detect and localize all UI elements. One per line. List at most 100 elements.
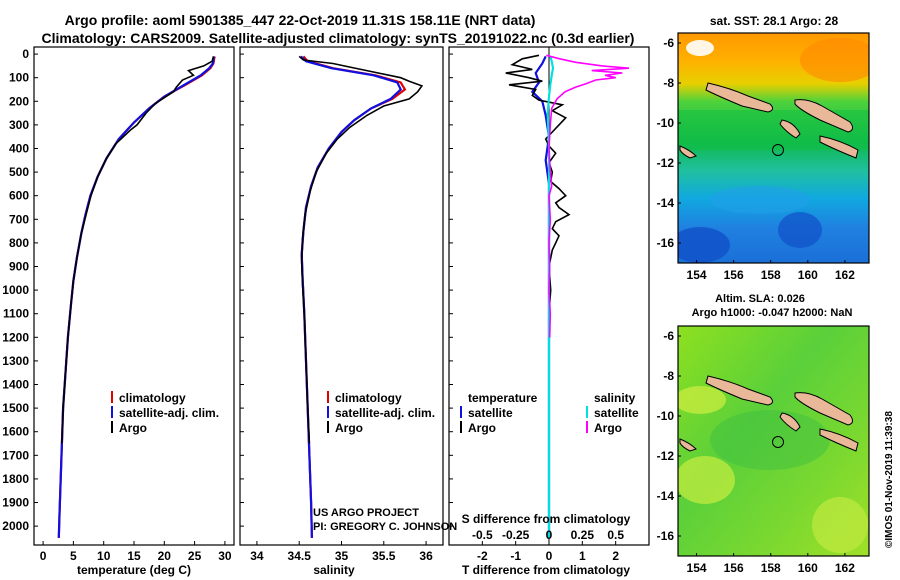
x-tick-label: 2 bbox=[612, 549, 619, 563]
legend-satellite-label: satellite-adj. clim. bbox=[119, 406, 219, 420]
depth-tick-label: 1200 bbox=[2, 330, 29, 344]
depth-axis: 0 100 200 300 400 500 600 700 800 900 1000 1100 1200… bbox=[2, 47, 29, 533]
depth-tick-label: 700 bbox=[9, 212, 29, 226]
panel-depth-ticks bbox=[34, 53, 453, 527]
sla-map-frame bbox=[677, 325, 870, 557]
sst-lon-ticks: 154 156 158 160 162 bbox=[687, 260, 855, 282]
island-shape bbox=[779, 412, 801, 432]
x2-tick-label: -0.25 bbox=[502, 528, 530, 542]
salinity-legend: climatology satellite-adj. clim. Argo bbox=[327, 391, 435, 435]
lon-tick-label: 158 bbox=[761, 268, 781, 282]
island-shape bbox=[819, 428, 859, 452]
lon-tick-label: 156 bbox=[724, 561, 744, 575]
series-line-satellite-adj-clim- bbox=[300, 55, 403, 538]
legend-climatology-label: climatology bbox=[119, 391, 186, 405]
lat-tick-label: -10 bbox=[657, 409, 675, 423]
t-difference-x-label: T difference from climatology bbox=[462, 563, 630, 577]
sst-map bbox=[677, 32, 870, 264]
series-line-climatology bbox=[57, 56, 216, 538]
x-tick-label: -1 bbox=[510, 549, 521, 563]
salinity-x-label: salinity bbox=[313, 563, 355, 577]
sla-lon-ticks: 154 156 158 160 162 bbox=[687, 553, 855, 575]
x-tick-label: 30 bbox=[218, 549, 232, 563]
depth-tick-label: 600 bbox=[9, 189, 29, 203]
x-tick-label: 0 bbox=[546, 549, 553, 563]
lat-tick-label: -12 bbox=[657, 449, 675, 463]
legend-s-argo-label: Argo bbox=[594, 421, 622, 435]
sla-lat-ticks: -6 -8 -10 -12 -14 -16 bbox=[657, 329, 681, 543]
x2-tick-label: 0.5 bbox=[607, 528, 624, 542]
legend-temperature-heading: temperature bbox=[468, 391, 538, 405]
depth-tick-label: 1100 bbox=[3, 307, 29, 321]
depth-tick-label: 1800 bbox=[2, 472, 29, 486]
temperature-legend: climatology satellite-adj. clim. Argo bbox=[111, 391, 219, 435]
series-line-argo bbox=[61, 56, 215, 444]
x-tick-label: 34 bbox=[250, 549, 264, 563]
argo-float-marker bbox=[772, 144, 784, 156]
legend-argo-label: Argo bbox=[335, 421, 363, 435]
x2-tick-label: -0.5 bbox=[472, 528, 493, 542]
x-tick-label: 35.5 bbox=[372, 549, 396, 563]
lon-tick-label: 154 bbox=[687, 561, 707, 575]
header-line-2: Climatology: CARS2009. Satellite-adjuste… bbox=[42, 30, 635, 46]
legend-satellite-label: satellite-adj. clim. bbox=[335, 406, 435, 420]
depth-tick-label: 1500 bbox=[2, 401, 29, 415]
lat-tick-label: -14 bbox=[657, 489, 675, 503]
series-line-climatology bbox=[300, 55, 407, 538]
sst-lat-ticks: -6 -8 -10 -12 -14 -16 bbox=[657, 36, 681, 250]
difference-series bbox=[505, 54, 630, 538]
lat-tick-label: -6 bbox=[663, 329, 674, 343]
legend-argo-label: Argo bbox=[119, 421, 147, 435]
legend-t-argo-label: Argo bbox=[468, 421, 496, 435]
lat-tick-label: -12 bbox=[657, 156, 675, 170]
sst-map-title: sat. SST: 28.1 Argo: 28 bbox=[710, 14, 839, 28]
island-shape bbox=[794, 392, 854, 426]
depth-tick-label: 200 bbox=[9, 94, 29, 108]
island-shape bbox=[705, 375, 774, 406]
x-tick-label: 10 bbox=[97, 549, 111, 563]
series-line-satellite-adj-clim- bbox=[57, 56, 216, 538]
salinity-panel-frame bbox=[239, 46, 444, 546]
legend-climatology-label: climatology bbox=[335, 391, 402, 405]
x-tick-label: 35 bbox=[335, 549, 349, 563]
lat-tick-label: -16 bbox=[657, 236, 675, 250]
salinity-series bbox=[298, 55, 424, 538]
argo-float-marker bbox=[772, 436, 784, 448]
legend-salinity-heading: salinity bbox=[594, 391, 636, 405]
x-tick-label: -2 bbox=[477, 549, 488, 563]
lat-tick-label: -10 bbox=[657, 116, 675, 130]
depth-tick-label: 500 bbox=[9, 165, 29, 179]
lat-tick-label: -6 bbox=[663, 36, 674, 50]
lon-tick-label: 160 bbox=[798, 268, 818, 282]
series-line-salinity-satellite bbox=[546, 56, 555, 538]
depth-tick-label: 100 bbox=[9, 71, 29, 85]
s-difference-x-label: S difference from climatology bbox=[462, 512, 631, 526]
legend-s-satellite-label: satellite bbox=[594, 406, 639, 420]
island-shape bbox=[819, 135, 859, 159]
difference-legend: temperature salinity satellite Argo sate… bbox=[460, 391, 639, 435]
sla-map-title-1: Altim. SLA: 0.026 bbox=[715, 293, 805, 305]
depth-tick-label: 2000 bbox=[2, 519, 29, 533]
depth-tick-label: 400 bbox=[9, 141, 29, 155]
series-line-argo bbox=[298, 55, 424, 444]
temperature-x-label: temperature (deg C) bbox=[77, 563, 191, 577]
depth-tick-label: 1700 bbox=[2, 448, 29, 462]
series-line-temperature-argo bbox=[505, 54, 571, 338]
island-shape bbox=[705, 82, 774, 113]
depth-tick-label: 1900 bbox=[2, 496, 29, 510]
x-tick-label: 5 bbox=[70, 549, 77, 563]
x-tick-label: 1 bbox=[579, 549, 586, 563]
legend-t-satellite-label: satellite bbox=[468, 406, 513, 420]
lon-tick-label: 156 bbox=[724, 268, 744, 282]
depth-tick-label: 1600 bbox=[2, 425, 29, 439]
temperature-x-ticks: 0 5 10 15 20 25 30 bbox=[40, 541, 232, 563]
header-line-1: Argo profile: aoml 5901385_447 22-Oct-20… bbox=[65, 12, 536, 28]
sla-map-title-2: Argo h1000: -0.047 h2000: NaN bbox=[692, 307, 853, 319]
salinity-x-ticks: 34 34.5 35 35.5 36 bbox=[250, 541, 433, 563]
sla-map bbox=[677, 325, 870, 557]
depth-tick-label: 0 bbox=[22, 47, 29, 61]
series-line-salinity-argo bbox=[546, 54, 630, 338]
lon-tick-label: 154 bbox=[687, 268, 707, 282]
lon-tick-label: 158 bbox=[761, 561, 781, 575]
